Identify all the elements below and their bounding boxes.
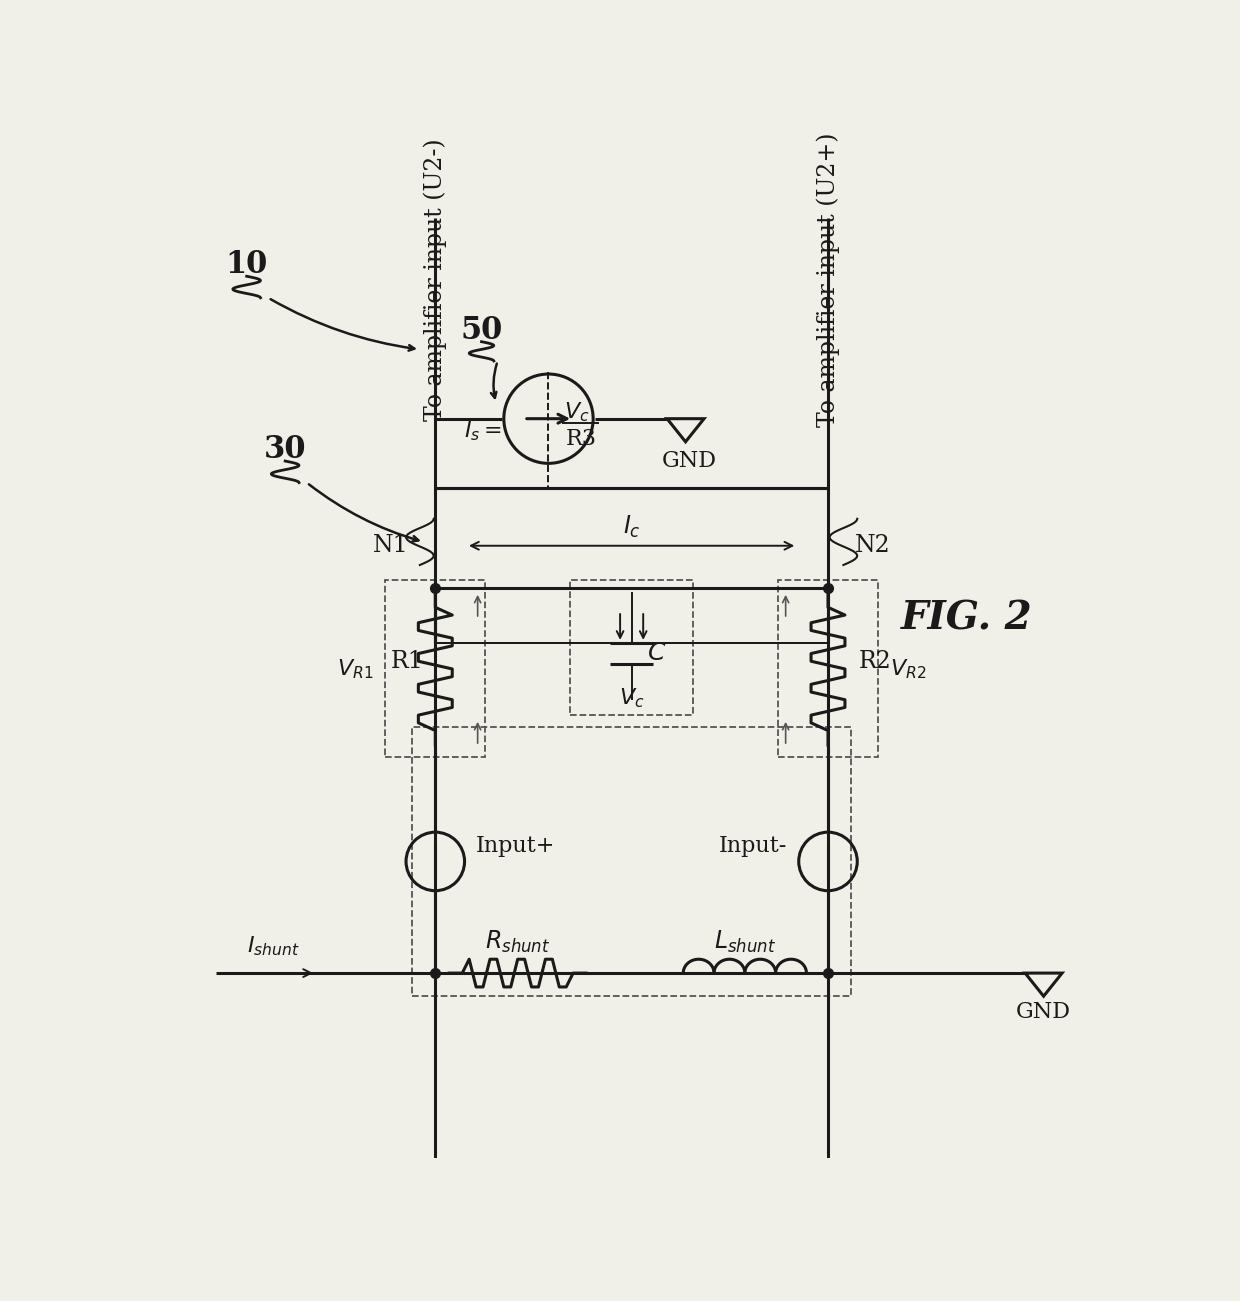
Text: $V_{R2}$: $V_{R2}$ [889, 657, 926, 680]
Text: $I_c$: $I_c$ [622, 514, 641, 540]
Bar [777, 580, 878, 757]
Text: $R_{shunt}$: $R_{shunt}$ [485, 929, 551, 955]
Text: To amplifier input (U2-): To amplifier input (U2-) [424, 139, 448, 422]
Text: Input-: Input- [719, 835, 787, 857]
Text: FIG. 2: FIG. 2 [900, 600, 1033, 637]
Bar [570, 580, 693, 716]
Text: To amplifier input (U2+): To amplifier input (U2+) [816, 133, 839, 427]
Text: $I_s =$: $I_s =$ [465, 419, 502, 442]
Text: 10: 10 [226, 250, 268, 280]
Text: GND: GND [1016, 1000, 1071, 1023]
Text: GND: GND [662, 450, 717, 472]
Text: 50: 50 [460, 315, 502, 346]
Text: R3: R3 [565, 428, 596, 450]
Bar [386, 580, 485, 757]
Text: $C$: $C$ [647, 641, 666, 665]
Text: $V_c$: $V_c$ [564, 399, 589, 424]
Text: R2: R2 [859, 649, 892, 673]
Text: $L_{shunt}$: $L_{shunt}$ [714, 929, 776, 955]
Text: $V_{R1}$: $V_{R1}$ [337, 657, 373, 680]
Text: N1: N1 [372, 535, 408, 557]
Text: N2: N2 [854, 535, 890, 557]
Text: 30: 30 [264, 435, 306, 464]
Text: Input+: Input+ [476, 835, 556, 857]
Text: $I_{shunt}$: $I_{shunt}$ [247, 934, 300, 958]
Text: $V_c$: $V_c$ [619, 687, 645, 710]
Text: R1: R1 [391, 649, 424, 673]
Bar [412, 727, 851, 997]
